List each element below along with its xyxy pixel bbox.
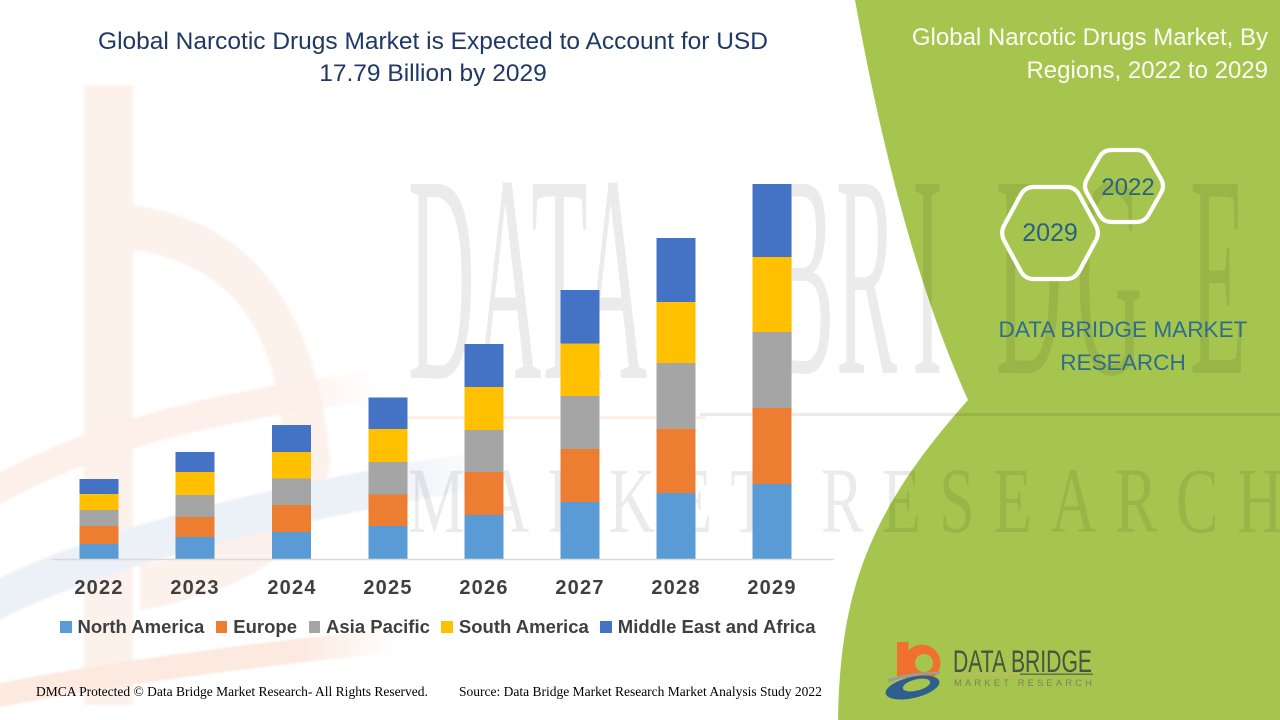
svg-text:E: E — [1190, 117, 1246, 436]
svg-text:G: G — [1076, 117, 1142, 436]
svg-text:R: R — [836, 117, 897, 436]
svg-text:I: I — [912, 117, 943, 436]
svg-text:MARKET RESEARCH: MARKET RESEARCH — [954, 678, 1092, 689]
svg-text:DATA: DATA — [408, 114, 647, 443]
svg-text:MARKET RESEARCH: MARKET RESEARCH — [408, 451, 1280, 553]
